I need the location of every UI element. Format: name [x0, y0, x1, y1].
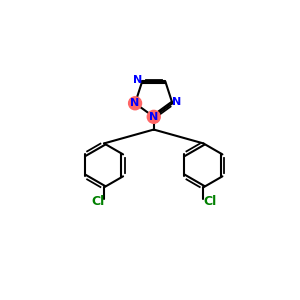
Text: N: N — [130, 98, 140, 108]
Text: Cl: Cl — [92, 195, 105, 208]
Text: N: N — [149, 112, 158, 122]
Circle shape — [129, 97, 142, 110]
Text: N: N — [172, 97, 181, 107]
Circle shape — [147, 110, 160, 123]
Text: Cl: Cl — [204, 195, 217, 208]
Text: N: N — [134, 75, 143, 85]
